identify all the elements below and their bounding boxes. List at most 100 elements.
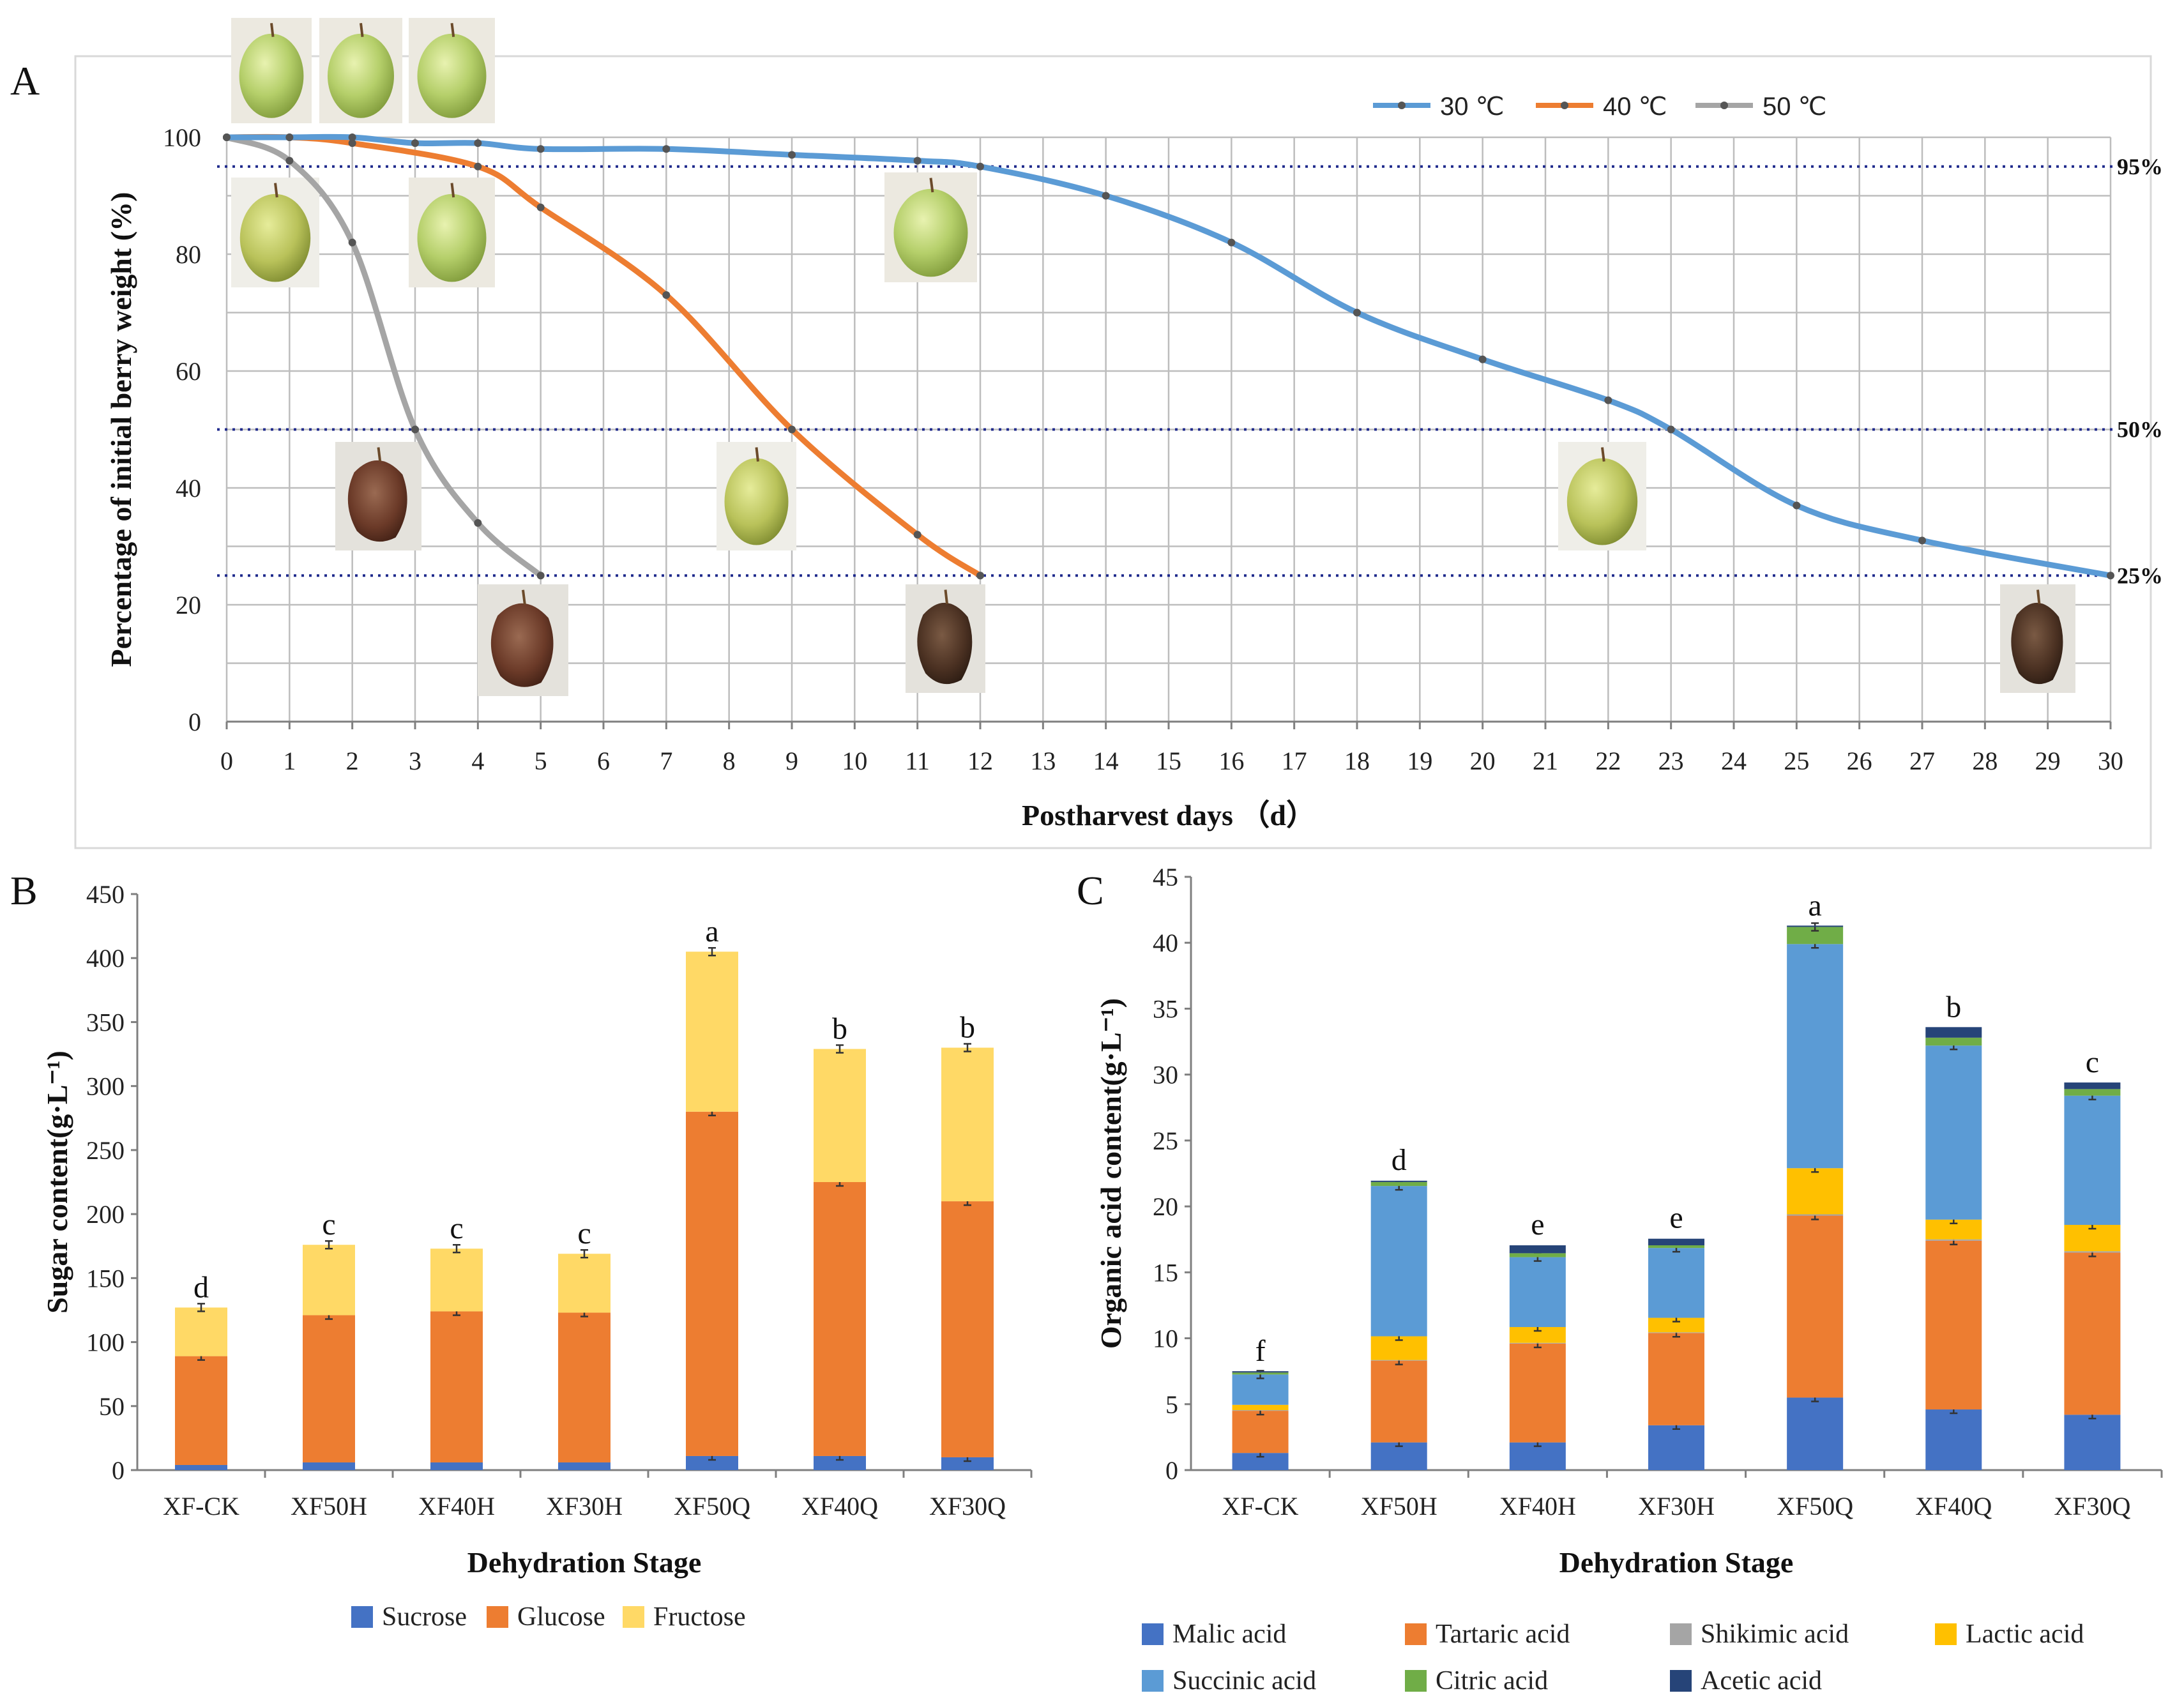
error-bar xyxy=(197,1303,205,1312)
legend-label: Glucose xyxy=(517,1602,605,1632)
x-tick-label: 10 xyxy=(842,747,867,775)
x-tick-label: 7 xyxy=(660,747,672,775)
bar-segment-glucose xyxy=(430,1311,483,1462)
x-tick-label: XF30Q xyxy=(2054,1492,2130,1521)
significance-letter: a xyxy=(705,915,718,948)
bar-segment-fructose xyxy=(430,1248,483,1312)
data-point-40c xyxy=(474,162,482,171)
y-axis-title: Organic acid content(g·L⁻¹) xyxy=(1095,998,1127,1349)
legend-marker xyxy=(1398,102,1406,109)
bar-segment-succinic-acid xyxy=(1370,1186,1427,1337)
y-tick-label: 50 xyxy=(99,1392,125,1421)
x-tick-label: 19 xyxy=(1407,747,1432,775)
grape-photo-40c-25 xyxy=(906,584,985,693)
data-point-50c xyxy=(285,156,294,165)
x-tick-label: 21 xyxy=(1533,747,1558,775)
x-tick-label: 3 xyxy=(409,747,421,775)
grape-berry xyxy=(917,602,973,685)
data-point-30c xyxy=(662,145,671,153)
bar-segment-fructose xyxy=(175,1307,227,1356)
significance-letter: c xyxy=(450,1211,463,1245)
bar-segment-glucose xyxy=(686,1111,738,1456)
grape-photo-day0-a xyxy=(231,18,312,123)
bar-segment-acetic-acid xyxy=(1787,925,1844,927)
bar-segment-malic-acid xyxy=(2064,1415,2121,1470)
grape-stem xyxy=(929,178,934,193)
bar-segment-citric-acid xyxy=(2064,1089,2121,1096)
legend-label: 40 ℃ xyxy=(1603,93,1667,121)
bar-segment-tartaric-acid xyxy=(1648,1333,1704,1425)
bar-segment-fructose xyxy=(814,1049,866,1182)
data-point-30c xyxy=(1478,355,1487,363)
grape-photo-30c-50 xyxy=(1558,442,1646,550)
series-line-40c xyxy=(224,133,983,579)
x-tick-label: 8 xyxy=(723,747,736,775)
y-tick-label: 45 xyxy=(1153,863,1178,892)
x-tick-label: XF30H xyxy=(1638,1492,1715,1521)
x-tick-label: 23 xyxy=(1658,747,1684,775)
grape-photo-50c-95 xyxy=(231,178,319,287)
x-tick-label: 28 xyxy=(1972,747,1998,775)
grape-photo-50c-50 xyxy=(335,442,421,550)
legend-swatch xyxy=(1670,1670,1692,1692)
bar-segment-citric-acid xyxy=(1648,1245,1704,1248)
grape-stem xyxy=(274,183,278,198)
x-tick-label: 5 xyxy=(535,747,547,775)
bar-segment-fructose xyxy=(558,1254,610,1313)
grape-stem xyxy=(1601,447,1605,462)
data-point-30c xyxy=(536,145,545,153)
y-tick-label: 30 xyxy=(1153,1061,1178,1089)
data-point-30c xyxy=(913,156,921,165)
grape-berry xyxy=(1566,458,1638,545)
bar-segment-acetic-acid xyxy=(1232,1371,1289,1373)
data-point-30c xyxy=(976,162,984,171)
grape-berry xyxy=(328,33,394,118)
y-tick-label: 0 xyxy=(112,1456,125,1485)
legend-label: Citric acid xyxy=(1436,1666,1548,1696)
x-tick-label: 30 xyxy=(2098,747,2123,775)
data-point-50c xyxy=(348,238,356,247)
data-point-40c xyxy=(788,425,796,434)
line-chart-weight: 0 1 2 3 4 5 6 7 8 9 10 11 12 13 14 15 16 17 18 19 20 21 22 23 24… xyxy=(105,18,2163,831)
x-tick-label: 9 xyxy=(785,747,798,775)
data-point-30c xyxy=(1102,192,1110,200)
grape-stem xyxy=(270,23,275,37)
panel-b-label: B xyxy=(10,868,38,913)
error-bar xyxy=(708,946,716,957)
bar-segment-tartaric-acid xyxy=(1509,1343,1566,1443)
bar-segment-fructose xyxy=(686,952,738,1112)
grape-stem xyxy=(522,589,526,605)
x-tick-label: 4 xyxy=(471,747,484,775)
x-tick-label: XF-CK xyxy=(1222,1492,1299,1521)
bar-segment-glucose xyxy=(941,1201,994,1457)
error-bar xyxy=(964,1043,971,1052)
bar-segment-sucrose xyxy=(686,1455,738,1470)
grape-berry xyxy=(490,603,554,687)
grape-stem xyxy=(2036,589,2041,604)
significance-letter: c xyxy=(2086,1045,2099,1079)
y-tick-label: 40 xyxy=(176,474,201,503)
data-point-30c xyxy=(1667,425,1675,434)
bar-segment-tartaric-acid xyxy=(1370,1360,1427,1443)
significance-letter: b xyxy=(832,1012,847,1046)
grape-stem xyxy=(450,23,455,37)
bar-segment-glucose xyxy=(303,1315,355,1462)
x-tick-label: XF50H xyxy=(291,1492,367,1521)
error-bar xyxy=(453,1243,460,1254)
x-tick-label: 29 xyxy=(2035,747,2061,775)
bar-segment-citric-acid xyxy=(1925,1037,1982,1046)
y-tick-label: 300 xyxy=(86,1072,125,1101)
grape-berry xyxy=(893,188,968,277)
bar-segment-lactic-acid xyxy=(1787,1168,1844,1215)
x-axis-title: Dehydration Stage xyxy=(1559,1546,1794,1579)
bar-segment-glucose xyxy=(175,1356,227,1465)
bar-segment-malic-acid xyxy=(1925,1409,1982,1470)
bar-segment-shikimic-acid xyxy=(1232,1410,1289,1411)
bar-segment-shikimic-acid xyxy=(1648,1332,1704,1333)
x-tick-label: XF40H xyxy=(1499,1492,1576,1521)
x-tick-label: 17 xyxy=(1282,747,1307,775)
legend-swatch xyxy=(1405,1670,1427,1692)
grape-berry xyxy=(724,458,789,545)
legend-label: Lactic acid xyxy=(1966,1620,2084,1649)
data-point-30c xyxy=(1793,501,1801,510)
